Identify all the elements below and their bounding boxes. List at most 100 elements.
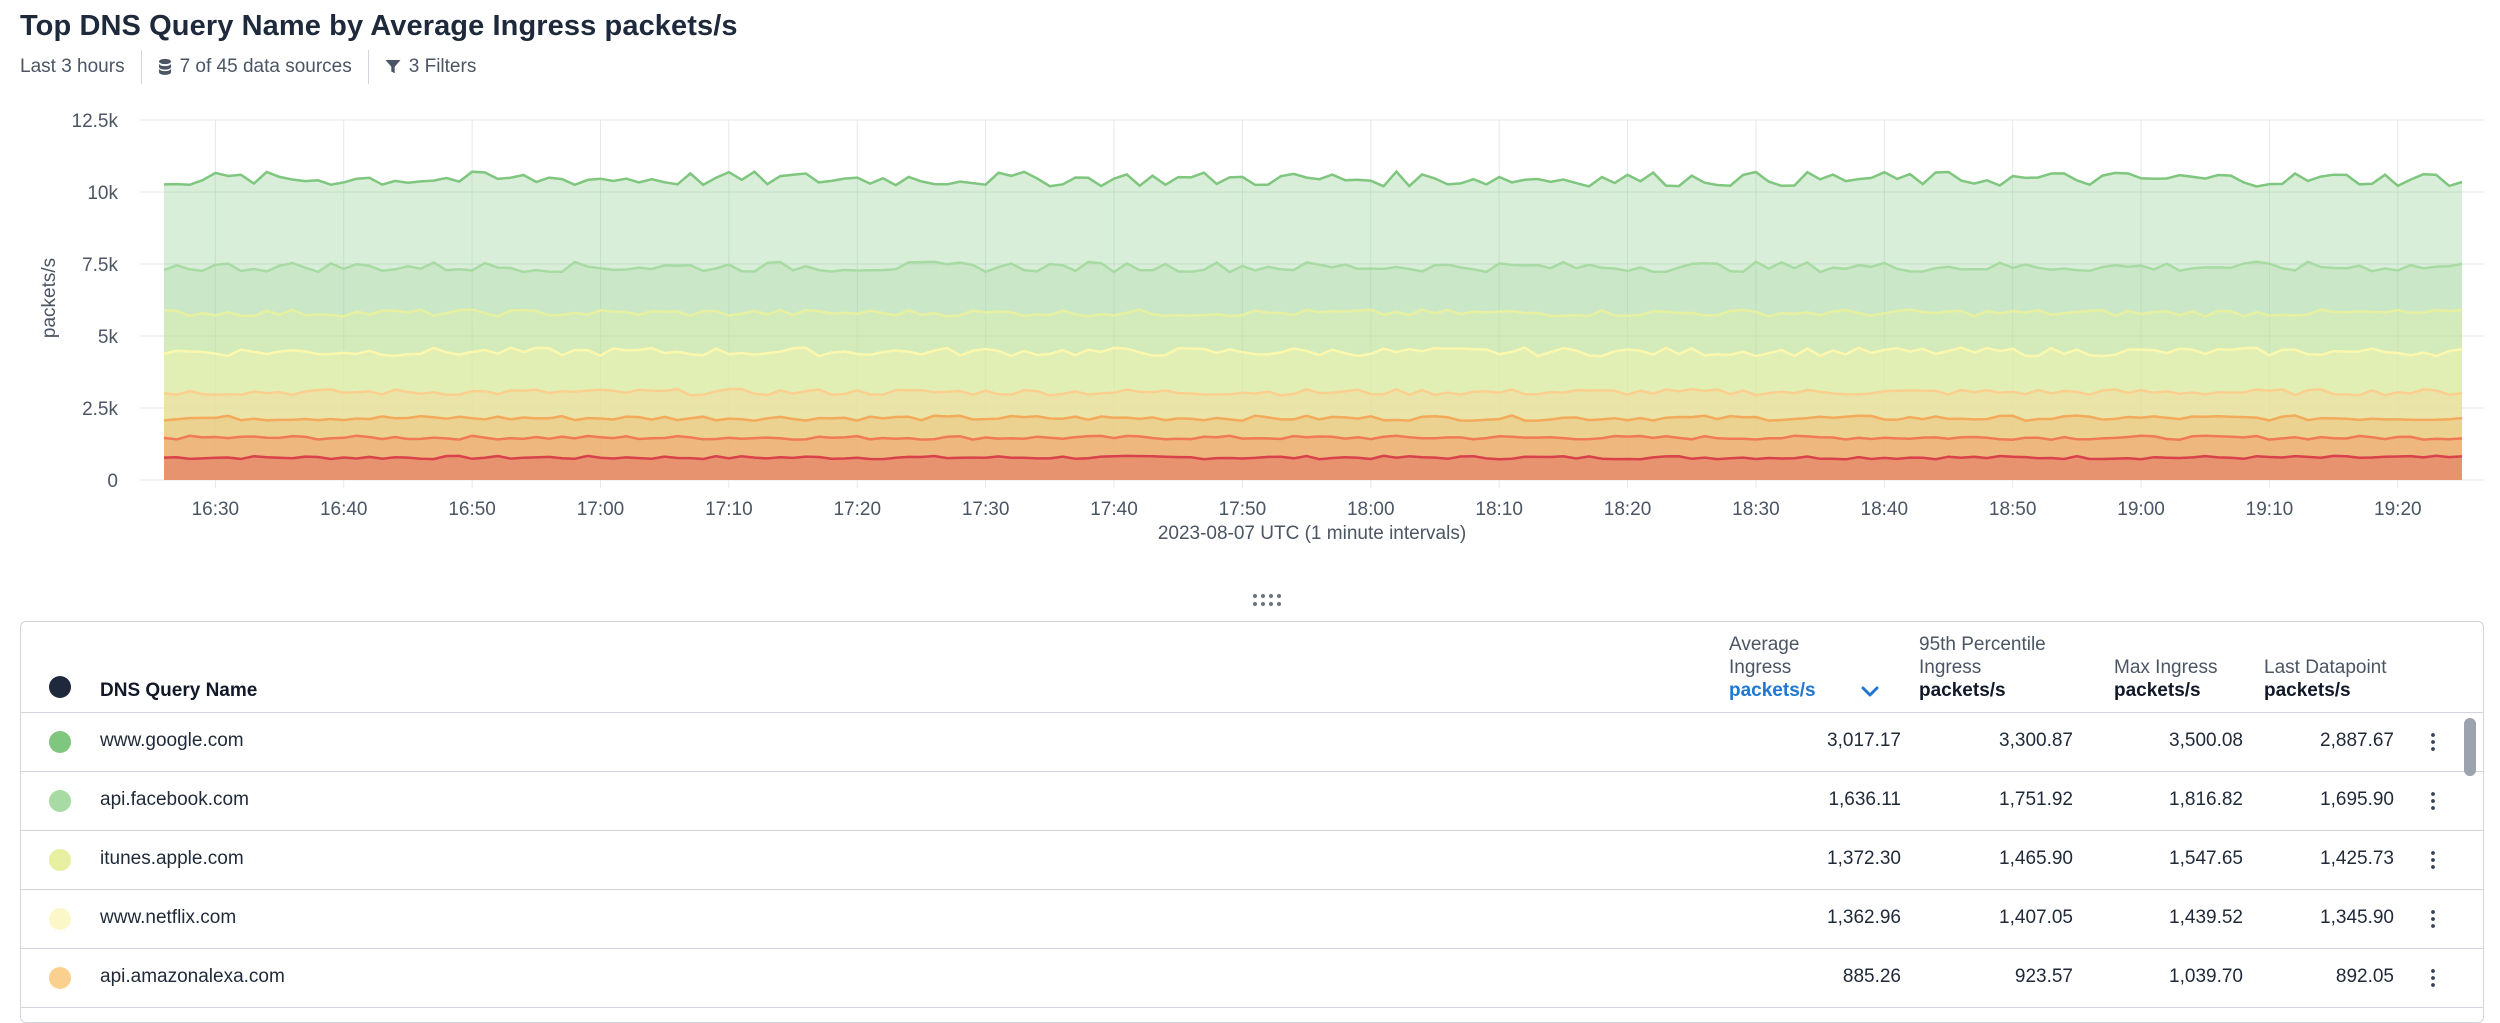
series-color-dot[interactable] bbox=[49, 967, 71, 989]
cell-last: 1,695.90 bbox=[2320, 789, 2394, 810]
cell-p95: 3,300.87 bbox=[1999, 730, 2073, 751]
cell-max: 1,816.82 bbox=[2169, 789, 2243, 810]
x-tick-label: 16:50 bbox=[448, 499, 496, 520]
column-unit: packets/s bbox=[2114, 680, 2201, 701]
data-sources[interactable]: 7 of 45 data sources bbox=[140, 50, 368, 84]
table-row[interactable]: www.netflix.com 1,362.96 1,407.05 1,439.52 1… bbox=[21, 890, 2483, 949]
x-tick-label: 18:30 bbox=[1732, 499, 1780, 520]
cell-p95: 1,751.92 bbox=[1999, 789, 2073, 810]
cell-avg: 1,362.96 bbox=[1827, 907, 1901, 928]
filters-label: 3 Filters bbox=[408, 56, 477, 77]
row-menu-icon[interactable] bbox=[2423, 730, 2443, 754]
query-meta-bar: Last 3 hours 7 of 45 data sources 3 Filt… bbox=[20, 50, 492, 84]
cell-max: 1,039.70 bbox=[2169, 966, 2243, 987]
table-row[interactable]: itunes.apple.com 1,372.30 1,465.90 1,547.65… bbox=[21, 831, 2483, 890]
series-line-6[interactable] bbox=[163, 260, 2463, 274]
stacked-area-chart: 0 2.5k 5k 7.5k 10k 12.5k 16:30 16:40 16:50 17:00… bbox=[39, 111, 2484, 544]
time-range-label: Last 3 hours bbox=[20, 56, 125, 77]
x-tick-label: 17:10 bbox=[705, 499, 753, 520]
x-tick-label: 18:40 bbox=[1861, 499, 1909, 520]
column-dns-query-name[interactable]: DNS Query Name bbox=[100, 680, 258, 701]
x-tick-label: 19:00 bbox=[2117, 499, 2165, 520]
cell-avg: 1,636.11 bbox=[1828, 789, 1901, 810]
column-label: 95th Percentile Ingress bbox=[1919, 634, 2046, 678]
table-row[interactable]: api.amazonalexa.com 885.26 923.57 1,039.70 8… bbox=[21, 949, 2483, 1008]
series-area-2 bbox=[164, 415, 2462, 480]
series-color-dot[interactable] bbox=[49, 849, 71, 871]
column-label: Last Datapoint bbox=[2264, 657, 2387, 678]
x-tick-label: 16:40 bbox=[320, 499, 368, 520]
cell-avg: 885.26 bbox=[1842, 966, 1901, 987]
x-axis-ticks: 16:30 16:40 16:50 17:00 17:10 17:20 17:30 17:40… bbox=[192, 499, 2422, 520]
x-tick-label: 19:10 bbox=[2246, 499, 2294, 520]
chart-lines bbox=[163, 169, 2463, 461]
row-menu-icon[interactable] bbox=[2423, 848, 2443, 872]
series-line-0[interactable] bbox=[163, 454, 2463, 461]
series-area-4 bbox=[164, 347, 2462, 480]
row-menu-icon[interactable] bbox=[2423, 966, 2443, 990]
row-menu-icon[interactable] bbox=[2423, 789, 2443, 813]
series-area-0 bbox=[164, 455, 2462, 480]
cell-avg: 1,372.30 bbox=[1827, 848, 1901, 869]
x-tick-label: 18:50 bbox=[1989, 499, 2037, 520]
y-tick-label: 10k bbox=[87, 183, 118, 204]
x-tick-label: 19:20 bbox=[2374, 499, 2422, 520]
column-95th-percentile[interactable]: 95th Percentile Ingress packets/s bbox=[1919, 633, 2069, 702]
x-tick-label: 17:00 bbox=[577, 499, 625, 520]
column-last-datapoint[interactable]: Last Datapoint packets/s bbox=[2264, 656, 2404, 702]
table-header: DNS Query Name Average Ingress packets/s… bbox=[21, 622, 2483, 713]
x-tick-label: 17:40 bbox=[1090, 499, 1138, 520]
y-tick-label: 7.5k bbox=[82, 255, 118, 276]
series-line-2[interactable] bbox=[163, 414, 2463, 422]
data-sources-label: 7 of 45 data sources bbox=[179, 56, 352, 77]
cell-p95: 923.57 bbox=[2014, 966, 2073, 987]
cell-p95: 1,407.05 bbox=[1999, 907, 2073, 928]
x-tick-label: 17:20 bbox=[833, 499, 881, 520]
series-line-4[interactable] bbox=[163, 346, 2463, 358]
cell-p95: 1,465.90 bbox=[1999, 848, 2073, 869]
filters[interactable]: 3 Filters bbox=[367, 50, 493, 84]
row-menu-icon[interactable] bbox=[2423, 907, 2443, 931]
y-axis-title: packets/s bbox=[39, 258, 60, 338]
page-title: Top DNS Query Name by Average Ingress pa… bbox=[20, 10, 738, 42]
column-label: Max Ingress bbox=[2114, 657, 2218, 678]
y-tick-label: 12.5k bbox=[72, 111, 119, 132]
table-scrollbar[interactable] bbox=[2464, 718, 2476, 776]
x-tick-label: 16:30 bbox=[192, 499, 240, 520]
cell-max: 1,439.52 bbox=[2169, 907, 2243, 928]
series-line-3[interactable] bbox=[163, 387, 2463, 397]
series-area-6 bbox=[164, 261, 2462, 480]
x-axis-title: 2023-08-07 UTC (1 minute intervals) bbox=[1158, 523, 1466, 544]
series-color-dot[interactable] bbox=[49, 790, 71, 812]
column-unit: packets/s bbox=[1729, 680, 1816, 701]
legend-header-dot bbox=[49, 676, 71, 698]
column-max-ingress[interactable]: Max Ingress packets/s bbox=[2114, 656, 2234, 702]
series-line-5[interactable] bbox=[163, 308, 2463, 318]
sort-descending-icon[interactable] bbox=[1861, 686, 1879, 698]
resize-handle[interactable] bbox=[1252, 592, 1282, 608]
series-area-7 bbox=[164, 171, 2462, 480]
y-tick-label: 2.5k bbox=[82, 399, 118, 420]
series-color-dot[interactable] bbox=[49, 731, 71, 753]
database-icon bbox=[158, 58, 171, 75]
table-row[interactable]: api.facebook.com 1,636.11 1,751.92 1,816.82… bbox=[21, 772, 2483, 831]
dns-query-name: api.amazonalexa.com bbox=[100, 966, 285, 987]
cell-avg: 3,017.17 bbox=[1827, 730, 1901, 751]
x-tick-label: 17:50 bbox=[1219, 499, 1267, 520]
time-range[interactable]: Last 3 hours bbox=[20, 50, 141, 84]
column-label: Average Ingress bbox=[1729, 634, 1800, 678]
y-tick-label: 0 bbox=[107, 471, 118, 492]
cell-max: 1,547.65 bbox=[2169, 848, 2243, 869]
x-tick-label: 18:10 bbox=[1475, 499, 1523, 520]
results-table: DNS Query Name Average Ingress packets/s… bbox=[20, 621, 2484, 1023]
dns-query-name: api.facebook.com bbox=[100, 789, 249, 810]
table-row[interactable]: www.google.com 3,017.17 3,300.87 3,500.08 2,… bbox=[21, 713, 2483, 772]
dns-query-name: www.netflix.com bbox=[100, 907, 237, 928]
x-tick-label: 18:00 bbox=[1347, 499, 1395, 520]
series-color-dot[interactable] bbox=[49, 908, 71, 930]
cell-last: 2,887.67 bbox=[2320, 730, 2394, 751]
dns-query-name: www.google.com bbox=[100, 730, 244, 751]
series-line-7[interactable] bbox=[163, 169, 2463, 188]
column-average-ingress[interactable]: Average Ingress packets/s bbox=[1729, 633, 1849, 702]
series-line-1[interactable] bbox=[163, 434, 2463, 441]
